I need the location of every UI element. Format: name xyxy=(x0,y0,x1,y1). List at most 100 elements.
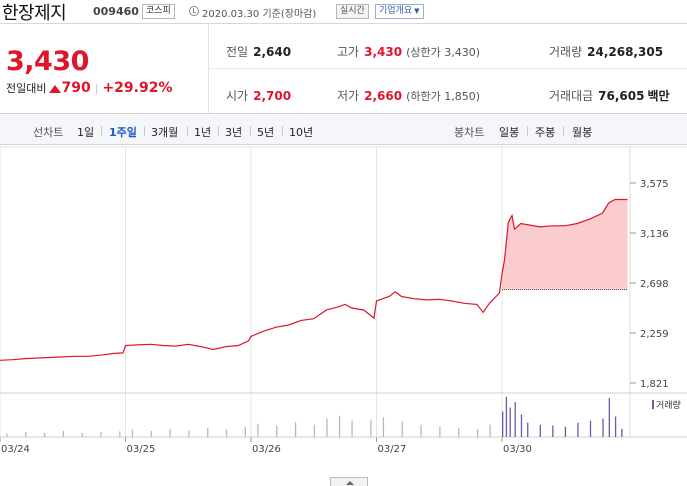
volume-bar xyxy=(131,429,134,437)
volume-bar xyxy=(614,416,617,437)
volume-bar xyxy=(439,426,441,437)
trade-amount: 거래대금 76,605 백만 xyxy=(549,89,670,103)
volume-bar xyxy=(514,402,516,437)
change-value: 790 xyxy=(61,80,91,96)
chart-scroll-handle[interactable] xyxy=(330,477,368,486)
volume-bar xyxy=(207,427,209,437)
open-price: 시가 2,700 xyxy=(226,89,292,103)
volume-bar xyxy=(476,428,479,437)
low-price: 저가 2,660 (하한가 1,850) xyxy=(337,89,480,103)
volume-bar xyxy=(338,415,341,437)
tab-divider xyxy=(187,126,188,136)
chevron-down-icon: ▼ xyxy=(414,7,420,15)
volume-bar xyxy=(505,396,508,437)
volume-bar xyxy=(6,433,8,437)
volume-bar xyxy=(169,428,171,437)
volume-bar xyxy=(313,424,316,437)
volume-bar xyxy=(294,422,297,437)
price-summary: 3,430 전일대비 790 | +29.92% 전일 2,640 고가 3,430 (상한… xyxy=(0,24,687,114)
volume-bar xyxy=(25,432,27,437)
candle-chart-label: 봉차트 xyxy=(454,126,485,139)
volume-bar xyxy=(150,430,152,437)
y-tick-label: 2,698 xyxy=(640,279,669,290)
y-tick-label: 3,136 xyxy=(640,229,669,240)
volume-bar xyxy=(326,418,328,437)
x-tick-label: 03/24 xyxy=(1,444,30,455)
volume-bar xyxy=(119,431,121,437)
x-tick-label: 03/30 xyxy=(503,444,532,455)
volume-bar xyxy=(244,427,247,437)
tab-1y[interactable]: 1년 xyxy=(194,126,212,139)
volume-bar xyxy=(351,420,353,437)
tab-divider xyxy=(527,126,528,136)
volume-bar xyxy=(539,424,541,437)
y-tick-label: 2,259 xyxy=(640,329,669,340)
tab-10y[interactable]: 10년 xyxy=(289,126,314,139)
volume-bar xyxy=(382,417,385,437)
volume-bar xyxy=(502,411,504,437)
stock-code: 009460 xyxy=(93,5,139,18)
tab-3m[interactable]: 3개월 xyxy=(151,126,179,139)
high-price: 고가 3,430 (상한가 3,430) xyxy=(337,45,480,59)
market-badge: 코스피 xyxy=(142,4,175,19)
volume-legend: 거래량 xyxy=(652,398,681,411)
volume-bar xyxy=(401,421,403,437)
volume-bar xyxy=(257,423,259,437)
volume-bar xyxy=(602,418,604,437)
stock-name: 한장제지 xyxy=(2,3,67,24)
x-tick-label: 03/25 xyxy=(127,444,156,455)
volume-bar xyxy=(564,426,567,437)
tab-divider xyxy=(218,126,219,136)
divider xyxy=(208,68,687,69)
volume-bar xyxy=(458,427,460,437)
volume-bar xyxy=(81,432,83,437)
x-tick-label: 03/26 xyxy=(252,444,281,455)
volume-bar xyxy=(552,425,554,437)
tab-3y[interactable]: 3년 xyxy=(225,126,243,139)
volume-bar xyxy=(276,425,278,437)
tab-1w[interactable]: 1주일 xyxy=(109,126,137,139)
volume-bar xyxy=(100,432,102,437)
chart-canvas: 3,575 3,136 2,698 2,259 1,821 03/24 03/25 03/26… xyxy=(0,146,687,455)
price-line xyxy=(0,198,628,361)
quote-date: 2020.03.30 기준(장마감) xyxy=(202,9,317,20)
line-chart-label: 선차트 xyxy=(33,126,64,139)
change-rate: +29.92% xyxy=(102,80,173,96)
company-overview-dropdown[interactable]: 기업개요 ▼ xyxy=(375,4,424,19)
volume-bar xyxy=(577,422,579,437)
volume-bar xyxy=(527,422,529,437)
tab-divider xyxy=(101,126,102,136)
volume-bar xyxy=(589,420,592,437)
price-area-fill xyxy=(502,199,628,290)
tab-divider xyxy=(144,126,145,136)
realtime-button[interactable]: 실시간 xyxy=(336,4,369,19)
current-price: 3,430 xyxy=(6,46,89,77)
trade-volume: 거래량 24,268,305 xyxy=(549,45,664,59)
price-change: 전일대비 790 | +29.92% xyxy=(6,80,173,96)
volume-bar xyxy=(621,428,623,437)
tab-divider xyxy=(250,126,251,136)
tab-daily[interactable]: 일봉 xyxy=(499,126,520,139)
price-chart[interactable]: 3,575 3,136 2,698 2,259 1,821 03/24 03/25 03/26… xyxy=(0,146,687,486)
volume-bar xyxy=(370,419,372,437)
tab-divider xyxy=(282,126,283,136)
volume-bar xyxy=(188,430,190,437)
y-tick-label: 3,575 xyxy=(640,179,669,190)
volume-bar xyxy=(43,432,46,437)
volume-bar xyxy=(509,407,511,437)
up-arrow-icon xyxy=(49,85,62,93)
tab-1d[interactable]: 1일 xyxy=(77,126,95,139)
change-label: 전일대비 xyxy=(6,82,47,95)
stock-header: 한장제지 009460 코스피 2020.03.30 기준(장마감) 실시간 기… xyxy=(0,0,687,24)
tab-5y[interactable]: 5년 xyxy=(257,126,275,139)
clock-icon xyxy=(189,6,199,16)
x-tick-label: 03/27 xyxy=(378,444,407,455)
tab-divider xyxy=(563,126,564,136)
volume-bar xyxy=(489,424,491,437)
tab-monthly[interactable]: 월봉 xyxy=(572,126,593,139)
chart-tabs: 선차트 1일 1주일 3개월 1년 3년 5년 10년 봉차트 일봉 주봉 월봉 xyxy=(0,115,687,145)
volume-bar xyxy=(62,430,65,437)
volume-bar xyxy=(520,414,523,437)
y-tick-label: 1,821 xyxy=(640,379,669,390)
tab-weekly[interactable]: 주봉 xyxy=(535,126,556,139)
